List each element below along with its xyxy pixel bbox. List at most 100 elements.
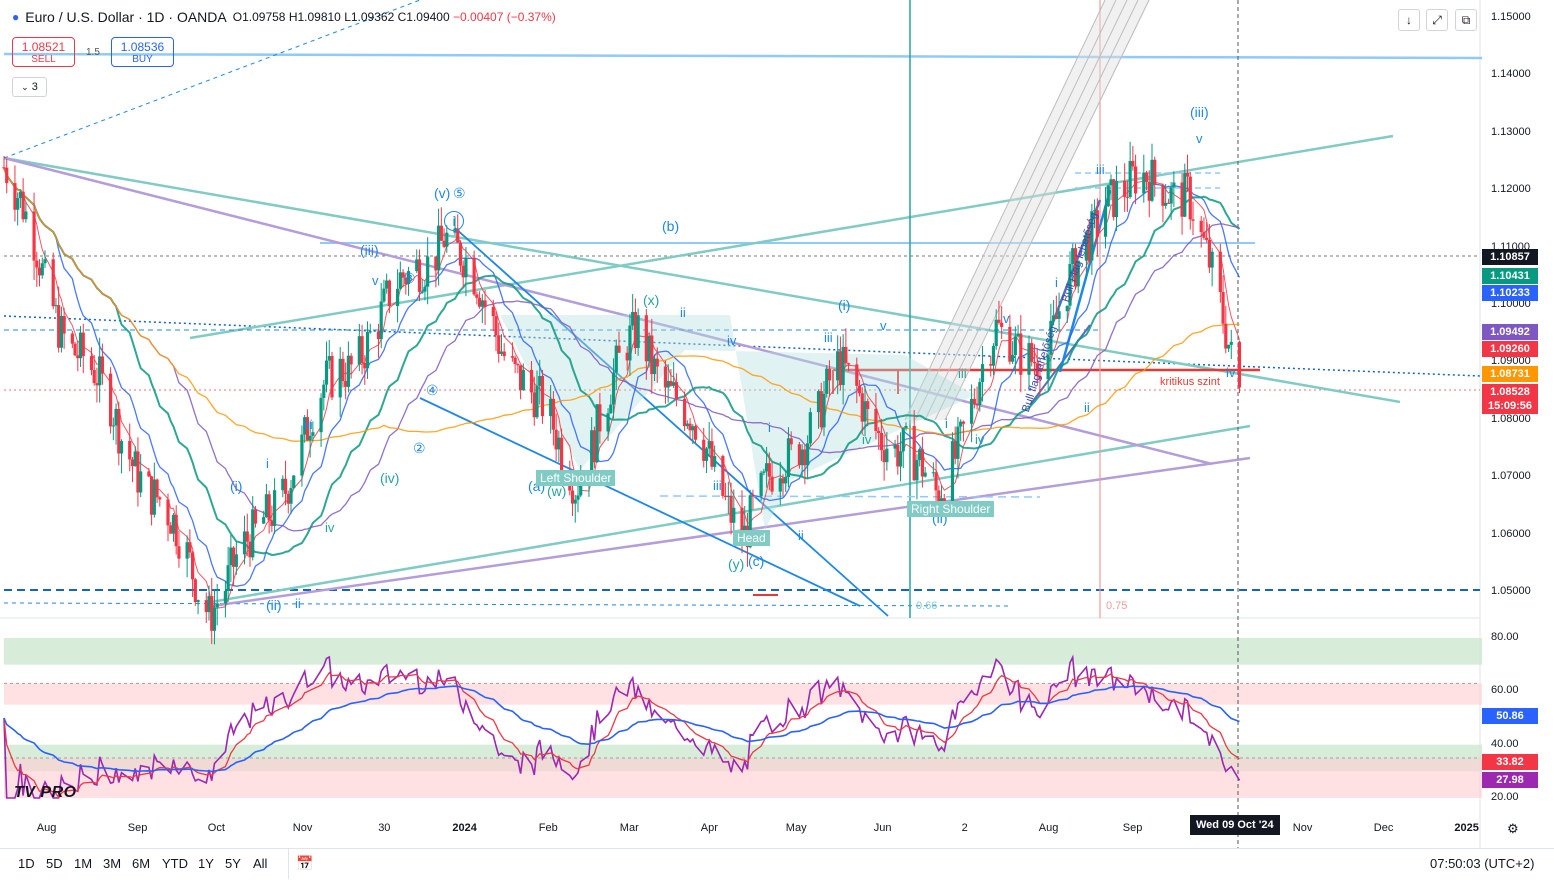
candle-body: [579, 481, 583, 496]
candle-body: [35, 260, 39, 268]
wave-label: (ii): [266, 597, 282, 613]
candle-body: [207, 596, 211, 613]
symbol-title[interactable]: Euro / U.S. Dollar · 1D · OANDA: [25, 9, 227, 25]
timeframe-button-ytd[interactable]: YTD: [162, 856, 188, 871]
price-axis-label: 1.12000: [1491, 183, 1531, 196]
wave-label: iii: [824, 330, 833, 345]
candle-body: [177, 546, 181, 559]
candle-body: [78, 332, 83, 359]
download-button[interactable]: ↓: [1398, 9, 1420, 31]
candle-body: [822, 393, 826, 428]
candle-body: [672, 382, 676, 386]
candle-body: [1016, 333, 1020, 337]
candle-body: [445, 232, 449, 247]
candle-body: [866, 401, 870, 409]
rsi-band-red: [4, 683, 1482, 705]
sell-label: SELL: [31, 54, 56, 65]
candle-body: [305, 417, 309, 441]
time-axis-label: Sep: [1122, 822, 1143, 834]
wave-label: (b): [662, 218, 680, 234]
timeframe-button-5y[interactable]: 5Y: [225, 856, 241, 871]
calendar-icon[interactable]: 📅: [296, 855, 314, 871]
wave-label: iii: [304, 417, 313, 432]
timeframe-button-1m[interactable]: 1M: [74, 856, 93, 871]
candle-body: [778, 478, 782, 492]
timeframe-button-all[interactable]: All: [253, 856, 268, 871]
candle-body: [404, 277, 408, 285]
candle-body: [806, 443, 810, 466]
rsi-signal-line: [3, 671, 1240, 799]
candle-body: [267, 494, 271, 521]
candle-body: [253, 509, 258, 524]
candle-body: [1218, 251, 1222, 292]
fullscreen-button[interactable]: ⤢: [1426, 9, 1448, 31]
candle-body: [770, 476, 774, 492]
candle-body: [652, 358, 657, 375]
wave-label: i: [444, 211, 464, 231]
candle-body: [855, 364, 859, 386]
wave-label: v: [1003, 311, 1010, 326]
candle-body: [688, 423, 692, 431]
screenshot-button[interactable]: ⧉: [1455, 9, 1477, 31]
change-value: −0.00407 (−0.37%): [453, 10, 556, 24]
buy-button[interactable]: 1.08536 BUY: [111, 37, 174, 67]
candle-body: [442, 240, 446, 247]
indicators-toggle[interactable]: ⌄ 3: [12, 77, 47, 97]
left-shoulder-label: Left Shoulder: [536, 470, 616, 486]
candle-body: [1027, 343, 1031, 375]
candle-body: [934, 472, 938, 491]
chevron-down-icon: ⌄: [21, 81, 29, 92]
timeframe-button-1y[interactable]: 1Y: [198, 856, 214, 871]
candle-body: [502, 351, 506, 357]
candle-body: [1035, 363, 1039, 376]
candle-body: [650, 335, 654, 375]
candle-body: [1169, 187, 1173, 204]
globe-icon: ●: [12, 10, 20, 24]
candle-body: [874, 408, 878, 431]
candle-body: [685, 423, 689, 427]
time-axis-label: Sep: [127, 822, 148, 834]
wave-label: (v): [434, 185, 451, 201]
wave-label: ii: [295, 596, 301, 611]
candle-body: [800, 449, 804, 466]
candle-body: [1046, 354, 1050, 380]
candle-body: [117, 408, 121, 454]
price-axis-label: 1.06000: [1491, 527, 1531, 540]
candle-body: [40, 263, 44, 276]
timeframe-button-6m[interactable]: 6M: [132, 856, 151, 871]
fib-label: 0.66: [916, 600, 938, 612]
candle-body: [1090, 211, 1094, 261]
wave-label: (iii): [1190, 104, 1209, 120]
wave-label: iv: [727, 333, 737, 348]
timeframe-button-1d[interactable]: 1D: [18, 856, 35, 871]
buy-price: 1.08536: [120, 40, 165, 54]
candle-body: [273, 490, 277, 526]
candle-body: [1123, 180, 1127, 197]
candle-body: [707, 441, 711, 449]
candle-body: [1166, 202, 1170, 204]
candle-body: [611, 372, 616, 405]
candle-body: [152, 479, 156, 515]
clock-readout[interactable]: 07:50:03 (UTC+2): [1430, 856, 1535, 871]
candle-body: [1093, 210, 1097, 212]
settings-icon[interactable]: ⚙: [1507, 821, 1519, 836]
candle-body: [248, 541, 252, 558]
candle-body: [1183, 172, 1187, 217]
timeframe-button-3m[interactable]: 3M: [103, 856, 122, 871]
falling-channel-line: [454, 227, 889, 617]
candle-body: [57, 305, 61, 348]
rsi-line: [3, 654, 1241, 799]
candle-body: [264, 494, 268, 518]
candle-body: [519, 365, 523, 391]
candle-body: [338, 358, 342, 398]
timeframe-button-5d[interactable]: 5D: [46, 856, 63, 871]
price-axis-label: 1.13000: [1491, 125, 1531, 138]
candle-body: [1205, 237, 1209, 240]
wave-label: i: [768, 420, 771, 435]
sell-button[interactable]: 1.08521 SELL: [12, 37, 75, 67]
candle-body: [1172, 182, 1176, 188]
candle-body: [904, 426, 908, 429]
candle-body: [1191, 219, 1195, 221]
candle-body: [994, 319, 998, 347]
